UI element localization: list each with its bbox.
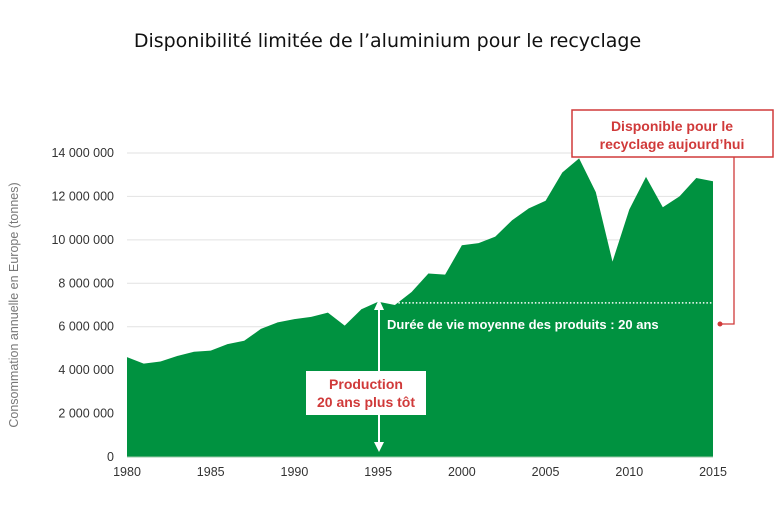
y-tick-label: 12 000 000 bbox=[51, 189, 114, 203]
x-tick-label: 2000 bbox=[448, 465, 476, 479]
production-label-1: Production bbox=[329, 376, 403, 392]
production-label-2: 20 ans plus tôt bbox=[317, 394, 415, 410]
production-box bbox=[306, 371, 426, 415]
x-tick-label: 2010 bbox=[615, 465, 643, 479]
y-tick-label: 14 000 000 bbox=[51, 146, 114, 160]
y-tick-label: 10 000 000 bbox=[51, 233, 114, 247]
x-tick-label: 1995 bbox=[364, 465, 392, 479]
y-tick-label: 2 000 000 bbox=[58, 407, 114, 421]
area-series bbox=[127, 158, 713, 457]
x-tick-label: 1990 bbox=[281, 465, 309, 479]
x-tick-label: 1985 bbox=[197, 465, 225, 479]
chart-title: Disponibilité limitée de l’aluminium pou… bbox=[133, 30, 642, 52]
available-label-2: recyclage aujourd’hui bbox=[600, 136, 745, 152]
x-tick-label: 2015 bbox=[699, 465, 727, 479]
y-tick-label: 6 000 000 bbox=[58, 320, 114, 334]
y-axis-label: Consommation annuelle en Europe (tonnes) bbox=[7, 182, 21, 427]
x-tick-label: 1980 bbox=[113, 465, 141, 479]
x-tick-label: 2005 bbox=[532, 465, 560, 479]
y-tick-label: 4 000 000 bbox=[58, 363, 114, 377]
available-connector bbox=[720, 157, 735, 325]
lifetime-annotation: Durée de vie moyenne des produits : 20 a… bbox=[387, 317, 659, 332]
available-box bbox=[571, 109, 774, 158]
y-tick-label: 8 000 000 bbox=[58, 276, 114, 290]
connector-dot bbox=[717, 321, 723, 327]
available-label-1: Disponible pour le bbox=[611, 118, 733, 134]
y-tick-label: 0 bbox=[107, 450, 114, 464]
